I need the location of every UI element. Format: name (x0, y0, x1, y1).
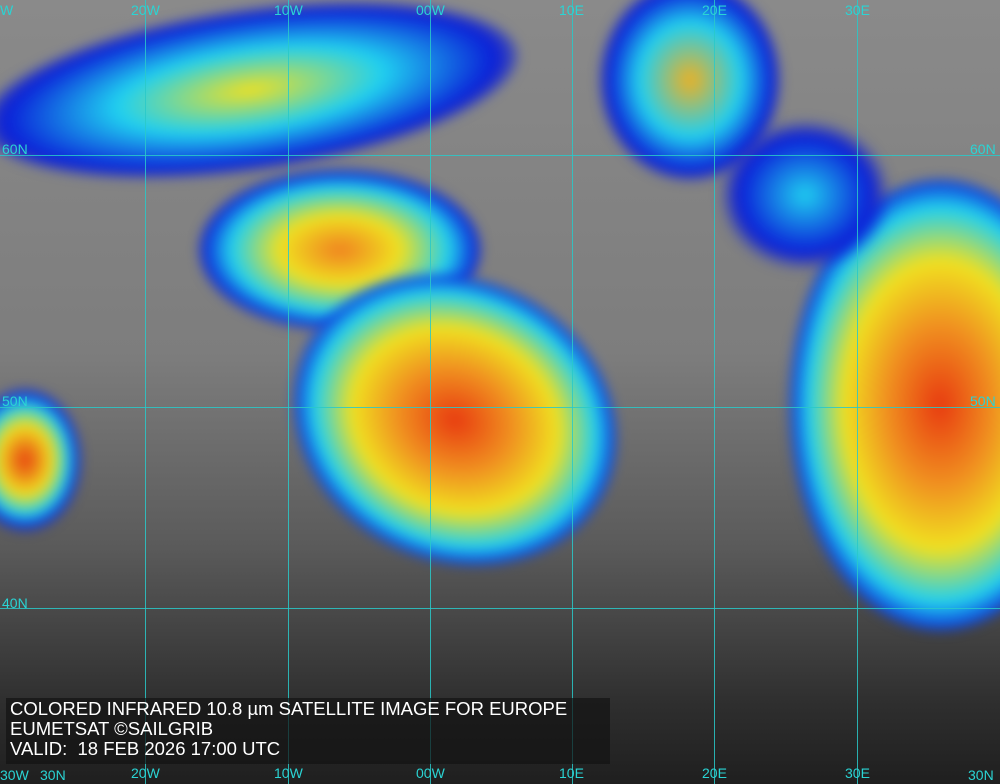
parallel-50n (0, 407, 1000, 408)
bottom-label: 10W (274, 765, 303, 781)
top-label: W (0, 2, 14, 18)
bottom-label: 20W (131, 765, 160, 781)
meridian-10e (572, 0, 573, 784)
top-label: 10E (559, 2, 584, 18)
cloud-baltic (720, 120, 890, 270)
top-label: 20E (702, 2, 727, 18)
parallel-40n (0, 608, 1000, 609)
meridian-20w (145, 0, 146, 784)
image-caption: COLORED INFRARED 10.8 µm SATELLITE IMAGE… (6, 698, 610, 764)
right-label: 50N (970, 393, 996, 409)
top-label: 10W (274, 2, 303, 18)
bottom-label: 30E (845, 765, 870, 781)
caption-valid-time: VALID: 18 FEB 2026 17:00 UTC (10, 738, 281, 759)
caption-title: COLORED INFRARED 10.8 µm SATELLITE IMAGE… (10, 698, 568, 719)
bottom-label: 00W (416, 765, 445, 781)
left-label: 50N (2, 393, 28, 409)
meridian-30e (857, 0, 858, 784)
top-label: 20W (131, 2, 160, 18)
caption-credit: EUMETSAT ©SAILGRIB (10, 718, 214, 739)
bottom-label: 30W (0, 767, 29, 783)
bottom-label: 10E (559, 765, 584, 781)
left-label: 30N (40, 767, 66, 783)
meridian-10w (288, 0, 289, 784)
right-label: 60N (970, 141, 996, 157)
meridian-0 (430, 0, 431, 784)
left-label: 40N (2, 595, 28, 611)
bottom-label: 20E (702, 765, 727, 781)
cloud-west-atlantic (0, 390, 80, 530)
cloud-band-northwest (0, 0, 529, 207)
top-label: 00W (416, 2, 445, 18)
left-label: 60N (2, 141, 28, 157)
top-label: 30E (845, 2, 870, 18)
parallel-60n (0, 155, 1000, 156)
meridian-20e (714, 0, 715, 784)
bottom-label: 30N (968, 767, 994, 783)
